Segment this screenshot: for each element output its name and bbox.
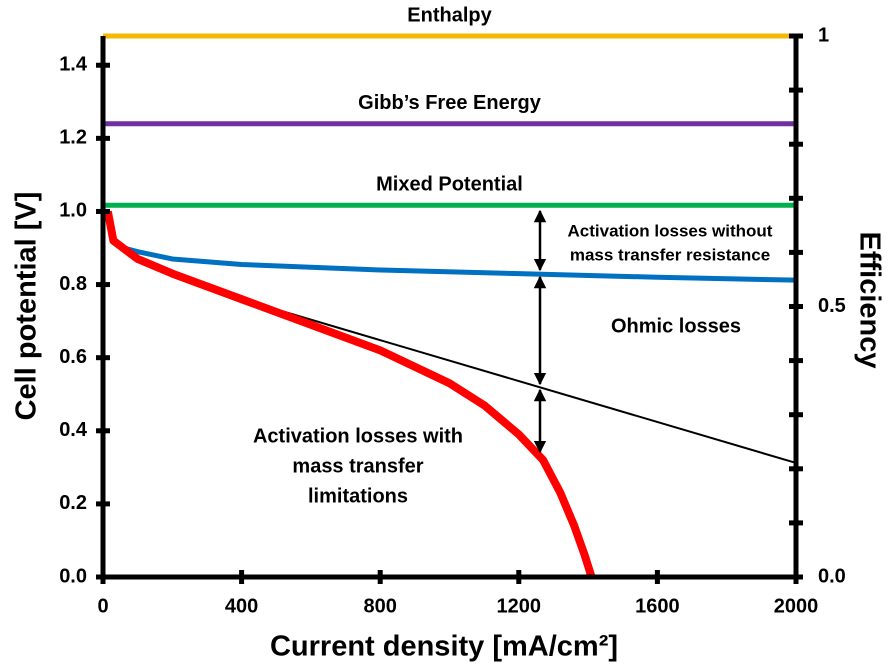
- x-tick-label: 0: [97, 595, 108, 617]
- series-line: [103, 210, 596, 579]
- plot: [103, 33, 797, 579]
- x-tick-label: 400: [225, 595, 258, 617]
- y-tick-label: 0.4: [59, 419, 88, 441]
- y-tick-label: 1.0: [59, 200, 87, 222]
- x-tick-label: 1600: [635, 595, 680, 617]
- x-axis-title: Current density [mA/cm²]: [270, 631, 618, 663]
- y2-tick-label: 0.5: [818, 295, 846, 317]
- series-label: Enthalpy: [407, 4, 492, 26]
- series-label: Mixed Potential: [376, 174, 523, 196]
- x-tick-label: 2000: [774, 595, 819, 617]
- annotation: limitations: [308, 485, 408, 507]
- y-tick-label: 0.2: [59, 492, 87, 514]
- y2-tick-label: 1: [818, 24, 829, 46]
- y-tick-label: 0.8: [59, 273, 87, 295]
- annotation: mass transfer resistance: [570, 245, 770, 264]
- annotation: Activation losses with: [253, 425, 463, 447]
- y-axis-title: Cell potential [V]: [11, 192, 43, 421]
- y-tick-label: 1.2: [59, 127, 87, 149]
- x-tick-label: 1200: [497, 595, 542, 617]
- y-tick-label: 0.0: [59, 565, 87, 587]
- y2-axis-title: Efficiency: [853, 232, 885, 369]
- x-tick-label: 800: [364, 595, 397, 617]
- annotation: Ohmic losses: [611, 315, 741, 337]
- y2-tick-label: 0.0: [818, 565, 846, 587]
- y-tick-label: 0.6: [59, 346, 87, 368]
- annotation: mass transfer: [292, 455, 423, 477]
- y-tick-label: 1.4: [59, 54, 88, 76]
- series-label: Gibb’s Free Energy: [358, 92, 542, 114]
- annotation: Activation losses without: [568, 221, 773, 240]
- series-line: [241, 298, 797, 464]
